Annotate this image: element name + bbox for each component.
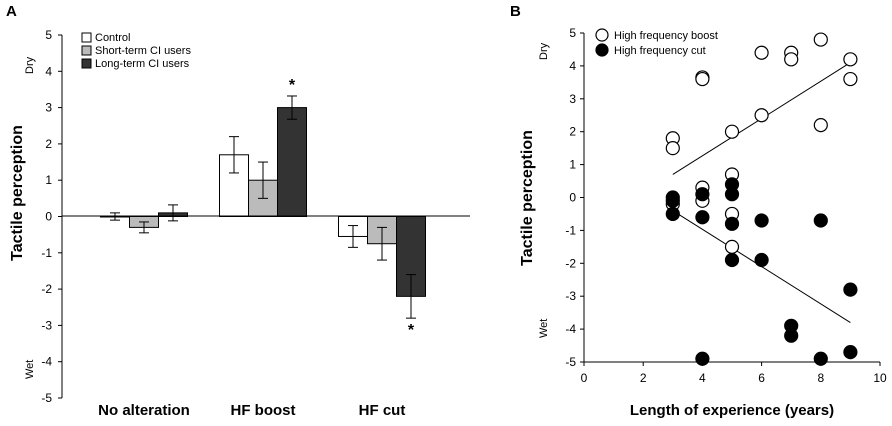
boost-point: [665, 141, 680, 156]
panel-b-x-tick-label: 4: [699, 371, 706, 385]
cut-point: [724, 216, 740, 231]
panel-a-legend: Control Short-term CI users Long-term CI…: [81, 32, 191, 70]
panel-b-points: [665, 32, 858, 366]
cut-point: [665, 193, 680, 208]
panel-a-dry-label: Dry: [24, 56, 36, 74]
panel-b-y-tick-label: 0: [569, 191, 576, 205]
panel-a-bar-chart: A Tactile perception Dry Wet 5 4 3 2 1 0 -1 -2 -…: [6, 3, 470, 419]
panel-a-wet-label: Wet: [24, 360, 36, 379]
panel-b-letter: B: [510, 3, 521, 20]
boost-point: [813, 118, 828, 133]
panel-a-y-tick-label: -4: [41, 355, 52, 369]
panel-b-y-tick-label: -3: [565, 289, 576, 303]
cut-point: [695, 187, 710, 202]
panel-a-y-tick-label: 5: [45, 28, 52, 42]
cut-point: [695, 210, 710, 225]
panel-b-y-ticks: 5 4 3 2 1 0 -1 -2 -3 -4 -5: [565, 26, 584, 369]
cut-point: [813, 213, 828, 228]
panel-a-y-ticks: 5 4 3 2 1 0 -1 -2 -3 -4 -5: [41, 28, 62, 405]
panel-b-dry-label: Dry: [538, 42, 550, 60]
panel-a-y-axis-label: Tactile perception: [9, 125, 26, 261]
panel-b-x-ticks: 0 2 4 6 8 10: [581, 362, 887, 385]
significance-star: *: [408, 322, 415, 339]
legend-label-short-term: Short-term CI users: [95, 45, 191, 57]
panel-a-category-label: HF cut: [359, 402, 406, 419]
cut-point: [724, 252, 740, 268]
panel-a-y-tick-label: 4: [45, 64, 52, 78]
cut-point: [754, 252, 769, 268]
panel-b-x-tick-label: 2: [640, 371, 647, 385]
legend-swatch-short-term: [81, 45, 92, 56]
boost-point: [843, 52, 858, 67]
legend-label-boost: High frequency boost: [614, 30, 718, 42]
panel-b-x-tick-label: 0: [581, 371, 588, 385]
cut-point: [843, 282, 858, 297]
panel-a-bars: **: [100, 77, 426, 339]
cut-point: [754, 213, 769, 228]
panel-a-category-labels: No alteration HF boost HF cut: [98, 402, 405, 419]
panel-b-x-tick-label: 8: [817, 371, 824, 385]
boost-point: [695, 71, 710, 87]
panel-b-y-tick-label: 3: [569, 92, 576, 106]
panel-a-category-label: HF boost: [231, 402, 296, 419]
panel-b-y-tick-label: -2: [565, 256, 576, 270]
panel-b-x-tick-label: 10: [873, 371, 887, 385]
panel-a-y-tick-label: -2: [41, 282, 52, 296]
panel-b-y-tick-label: 4: [569, 59, 576, 73]
panel-b-y-axis-label: Tactile perception: [519, 130, 536, 266]
legend-marker-boost: [595, 28, 609, 42]
panel-a-letter: A: [6, 3, 17, 20]
panel-b-x-axis-label: Length of experience (years): [630, 402, 834, 419]
boost-point: [843, 71, 858, 87]
panel-a-y-tick-label: 1: [45, 173, 52, 187]
panel-a-category-label: No alteration: [98, 402, 190, 419]
cut-point: [843, 345, 858, 360]
panel-b-y-tick-label: -4: [565, 322, 576, 336]
boost-point: [784, 52, 799, 67]
cut-point: [784, 328, 799, 343]
legend-label-cut: High frequency cut: [614, 45, 706, 57]
legend-label-long-term: Long-term CI users: [95, 58, 190, 70]
panel-a-y-tick-label: 2: [45, 137, 52, 151]
significance-star: *: [289, 77, 296, 94]
panel-b-y-tick-label: -5: [565, 355, 576, 369]
legend-swatch-long-term: [81, 58, 92, 69]
legend-swatch-control: [81, 32, 92, 43]
panel-a-y-tick-label: 0: [45, 210, 52, 224]
panel-b-y-tick-label: -1: [565, 223, 576, 237]
panel-b-y-tick-label: 2: [569, 125, 576, 139]
panel-b-legend: High frequency boost High frequency cut: [595, 28, 718, 57]
legend-label-control: Control: [95, 32, 130, 44]
panel-b-scatter-plot: B Tactile perception Dry Wet 543210-1-2-…: [510, 3, 887, 419]
panel-b-y-tick-label: 5: [569, 26, 576, 40]
cut-point: [695, 351, 710, 366]
panel-b-wet-label: Wet: [538, 319, 550, 338]
panel-a-y-tick-label: -1: [41, 246, 52, 260]
boost-point: [724, 239, 740, 254]
boost-point: [813, 32, 828, 47]
panel-b-x-tick-label: 6: [758, 371, 765, 385]
boost-point: [754, 108, 769, 123]
panel-a-y-tick-label: 3: [45, 101, 52, 115]
cut-point: [813, 351, 828, 366]
boost-point: [754, 45, 769, 60]
bar: [277, 107, 307, 217]
legend-marker-cut: [595, 43, 609, 57]
boost-point: [724, 124, 740, 139]
panel-a-y-tick-label: -3: [41, 318, 52, 332]
cut-point: [724, 187, 740, 202]
panel-a-y-tick-label: -5: [41, 391, 52, 405]
panel-b-y-tick-label: 1: [569, 158, 576, 172]
cut-point: [665, 206, 680, 222]
